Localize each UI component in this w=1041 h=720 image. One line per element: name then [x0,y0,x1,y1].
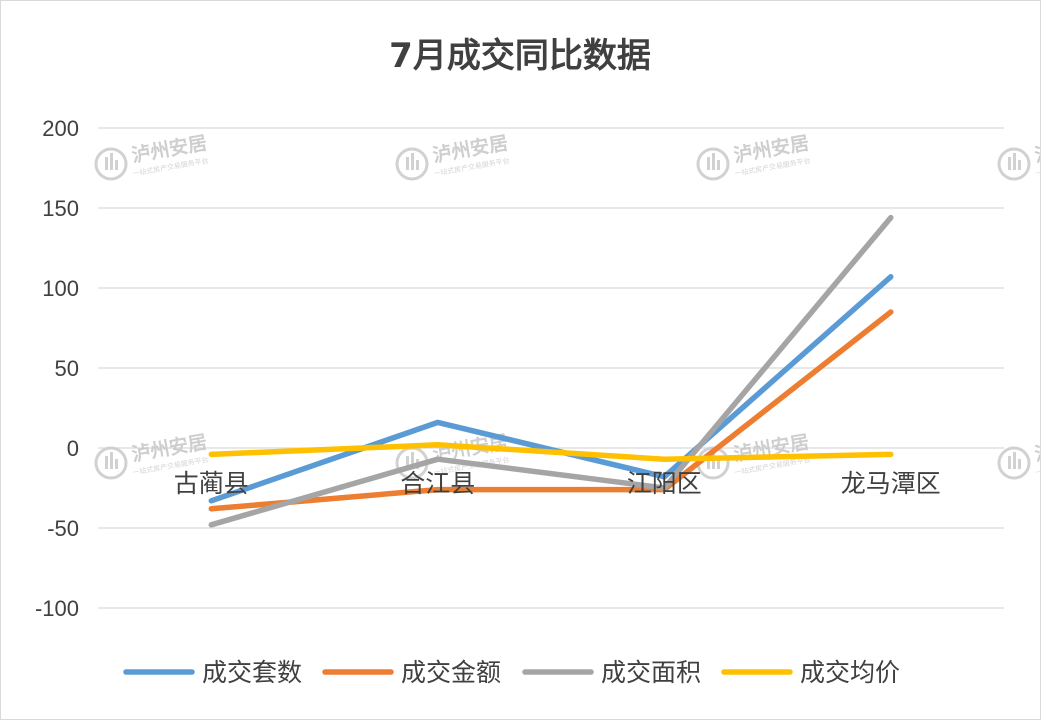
legend: 成交套数 成交金额 成交面积 成交均价 [123,658,900,687]
building-logo-icon [997,446,1031,480]
legend-item: 成交均价 [721,658,900,687]
gridlines [98,127,1004,609]
building-logo-icon [395,147,429,181]
series-lines [208,214,894,528]
y-tick-label: 50 [55,356,79,381]
watermark-brand: 泸州安居 [1033,430,1040,466]
legend-label: 成交套数 [202,658,302,687]
x-category-label: 龙马潭区 [841,469,941,498]
x-category-label: 江阳区 [627,469,702,498]
legend-item: 成交面积 [522,658,701,687]
legend-item: 成交金额 [322,658,501,687]
y-axis-ticks: 200 150 100 50 0 -50 -100 [35,116,79,621]
x-category-label: 合江县 [400,469,475,498]
legend-item: 成交套数 [123,658,302,687]
x-axis-categories: 古蔺县 合江县 江阳区 龙马潭区 [174,469,941,498]
legend-label: 成交金额 [401,658,501,687]
series-line-4 [208,442,894,462]
legend-label: 成交面积 [601,658,701,687]
legend-label: 成交均价 [800,658,900,687]
series-line-2 [208,309,894,512]
y-tick-label: 200 [42,116,79,141]
y-tick-label: -50 [47,516,79,541]
y-tick-label: 150 [42,196,79,221]
building-logo-icon [94,446,128,480]
y-tick-label: 100 [42,276,79,301]
y-tick-label: 0 [67,436,79,461]
chart-title: 7月成交同比数据 [389,36,651,76]
building-logo-icon [696,147,730,181]
building-logo-icon [94,147,128,181]
x-category-label: 古蔺县 [174,469,249,498]
watermarks: 泸州安居一站式房产交易服务平台泸州安居一站式房产交易服务平台泸州安居一站式房产交… [94,131,1040,480]
watermark-brand: 泸州安居 [1033,131,1040,167]
series-line-3 [208,214,894,528]
building-logo-icon [997,147,1031,181]
y-tick-label: -100 [35,596,79,621]
